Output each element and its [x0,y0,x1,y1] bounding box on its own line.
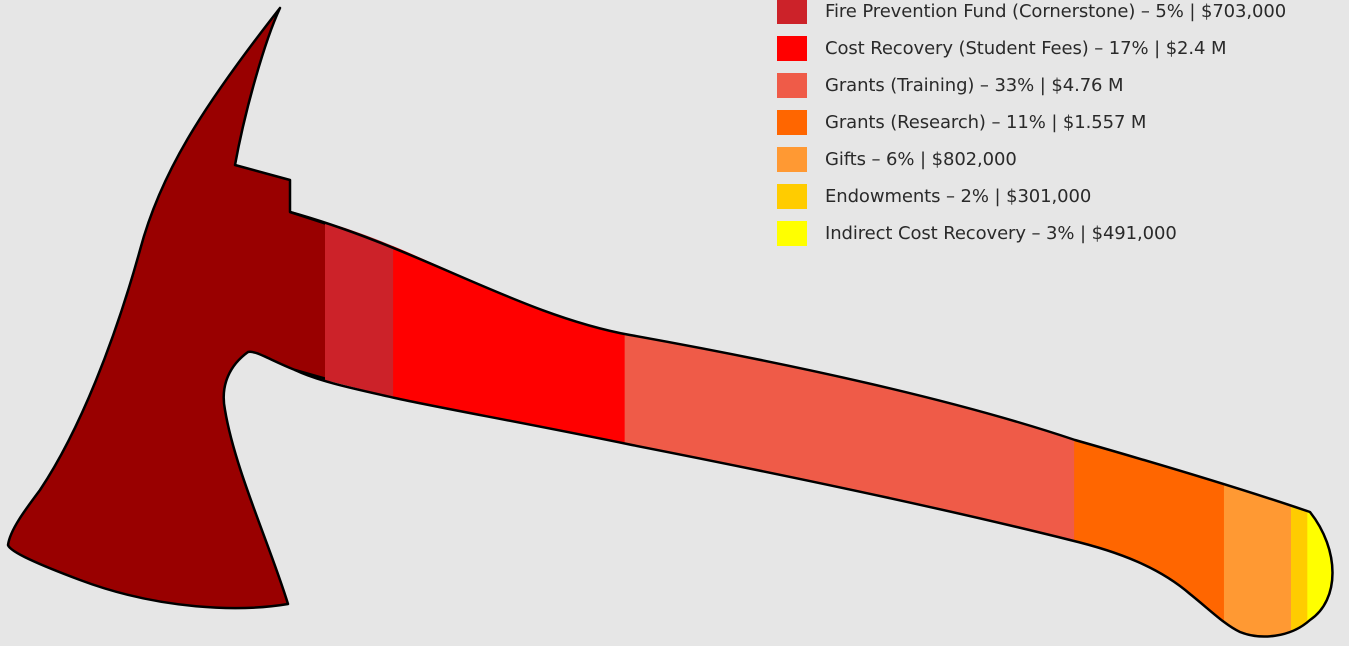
legend-item: Grants (Research) – 11% | $1.557 M [777,104,1286,141]
legend-swatch [777,147,807,172]
legend-label: Endowments – 2% | $301,000 [825,186,1092,207]
legend-swatch [777,36,807,61]
handle-segment [1290,210,1308,637]
legend-label: Indirect Cost Recovery – 3% | $491,000 [825,223,1177,244]
axe-head [6,6,332,610]
legend-swatch [777,0,807,24]
legend-item: Fire Prevention Fund (Cornerstone) – 5% … [777,0,1286,30]
legend-swatch [777,73,807,98]
legend-label: Cost Recovery (Student Fees) – 17% | $2.… [825,38,1227,59]
legend-item: Endowments – 2% | $301,000 [777,178,1286,215]
legend-item: Indirect Cost Recovery – 3% | $491,000 [777,215,1286,252]
legend-swatch [777,184,807,209]
legend: Fire Prevention Fund (Cornerstone) – 5% … [777,0,1286,252]
legend-label: Grants (Research) – 11% | $1.557 M [825,112,1147,133]
legend-item: Cost Recovery (Student Fees) – 17% | $2.… [777,30,1286,67]
legend-swatch [777,221,807,246]
legend-label: Gifts – 6% | $802,000 [825,149,1017,170]
handle-segment [1307,210,1333,637]
legend-label: Fire Prevention Fund (Cornerstone) – 5% … [825,1,1287,22]
handle-segment [325,210,394,637]
legend-item: Grants (Training) – 33% | $4.76 M [777,67,1286,104]
handle-segment [393,210,626,637]
handle-outline [289,210,1334,638]
legend-label: Grants (Training) – 33% | $4.76 M [825,75,1124,96]
legend-item: Gifts – 6% | $802,000 [777,141,1286,178]
legend-swatch [777,110,807,135]
